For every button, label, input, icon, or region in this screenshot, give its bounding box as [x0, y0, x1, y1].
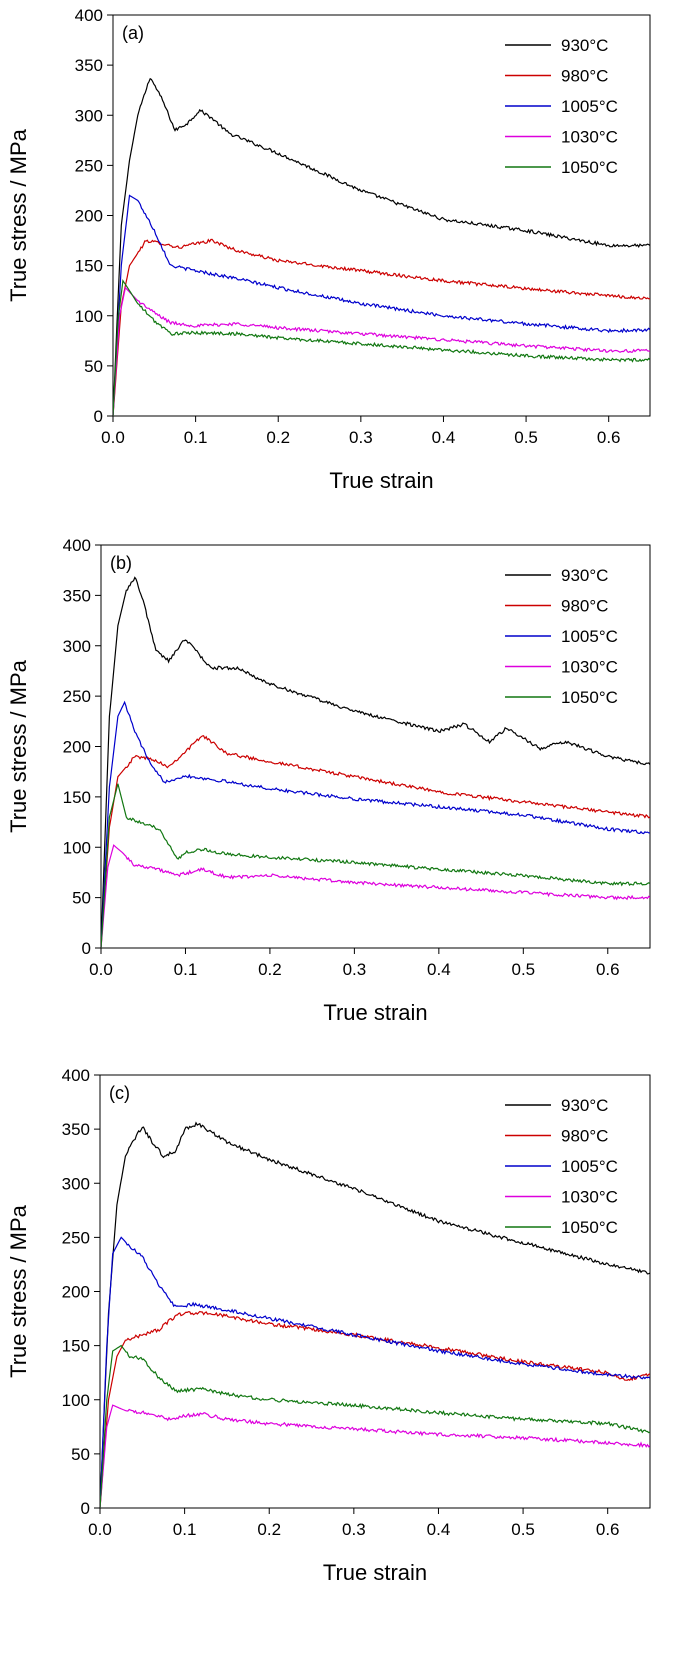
series-line-0	[101, 576, 650, 948]
legend-label: 980°C	[561, 1127, 608, 1146]
y-tick-label: 50	[72, 889, 91, 908]
x-tick-label: 0.6	[597, 428, 621, 447]
legend-label: 1005°C	[561, 1157, 618, 1176]
y-tick-label: 400	[62, 1066, 90, 1085]
series-line-4	[101, 783, 650, 948]
y-axis-label: True stress / MPa	[6, 128, 31, 302]
x-tick-label: 0.0	[89, 960, 113, 979]
y-tick-label: 200	[75, 207, 103, 226]
panel-label: (b)	[110, 553, 132, 573]
legend-label: 1050°C	[561, 1218, 618, 1237]
x-tick-label: 0.5	[511, 1520, 535, 1539]
y-tick-label: 350	[62, 1120, 90, 1139]
y-tick-label: 50	[71, 1445, 90, 1464]
x-tick-label: 0.4	[427, 1520, 451, 1539]
x-tick-label: 0.1	[173, 1520, 197, 1539]
x-axis-label: True strain	[323, 1000, 427, 1025]
x-tick-label: 0.2	[257, 1520, 281, 1539]
y-tick-label: 200	[63, 738, 91, 757]
x-tick-label: 0.3	[349, 428, 373, 447]
y-tick-label: 50	[84, 357, 103, 376]
y-tick-label: 400	[63, 536, 91, 555]
series-line-2	[101, 700, 650, 948]
y-tick-label: 300	[75, 106, 103, 125]
y-tick-label: 300	[63, 637, 91, 656]
y-tick-label: 100	[63, 838, 91, 857]
panel-label: (a)	[122, 23, 144, 43]
y-tick-label: 100	[75, 307, 103, 326]
y-tick-label: 150	[75, 257, 103, 276]
x-tick-label: 0.6	[596, 960, 620, 979]
series-line-4	[100, 1344, 650, 1508]
x-tick-label: 0.6	[596, 1520, 620, 1539]
x-axis-label: True strain	[329, 468, 433, 493]
series-line-1	[100, 1310, 650, 1508]
series-line-3	[113, 286, 650, 416]
legend-label: 930°C	[561, 36, 608, 55]
series-line-0	[100, 1121, 650, 1508]
series-line-2	[100, 1236, 650, 1508]
x-tick-label: 0.1	[174, 960, 198, 979]
legend-label: 1030°C	[561, 1188, 618, 1207]
y-tick-label: 200	[62, 1283, 90, 1302]
y-tick-label: 100	[62, 1391, 90, 1410]
y-axis-label: True stress / MPa	[6, 659, 31, 833]
y-tick-label: 0	[82, 939, 91, 958]
x-tick-label: 0.3	[342, 1520, 366, 1539]
chart-panel-1: 0 50 100 150 200 250 300 350 400 0.0 0.1 0.2 0.3 0.4 0…	[6, 536, 651, 1025]
legend-label: 930°C	[561, 566, 608, 585]
x-tick-label: 0.1	[184, 428, 208, 447]
series-line-1	[101, 735, 650, 948]
y-tick-label: 0	[94, 407, 103, 426]
y-tick-label: 250	[62, 1228, 90, 1247]
x-tick-label: 0.5	[511, 960, 535, 979]
legend-label: 1050°C	[561, 688, 618, 707]
y-tick-label: 350	[63, 586, 91, 605]
series-line-1	[113, 238, 650, 416]
legend-label: 980°C	[561, 597, 608, 616]
y-tick-label: 150	[63, 788, 91, 807]
x-tick-label: 0.2	[258, 960, 282, 979]
legend-label: 930°C	[561, 1096, 608, 1115]
y-tick-label: 400	[75, 6, 103, 25]
series-line-0	[113, 77, 650, 416]
panel-label: (c)	[109, 1083, 130, 1103]
y-tick-label: 300	[62, 1174, 90, 1193]
y-tick-label: 250	[63, 687, 91, 706]
legend-label: 1005°C	[561, 627, 618, 646]
x-tick-label: 0.3	[343, 960, 367, 979]
chart-panel-0: 0 50 100 150 200 250 300 350 400 0.0 0.1 0.2 0.3 0.4 0…	[6, 6, 651, 493]
y-tick-label: 150	[62, 1337, 90, 1356]
series-line-4	[113, 278, 650, 416]
y-tick-label: 0	[81, 1499, 90, 1518]
x-axis-label: True strain	[323, 1560, 427, 1585]
legend-label: 1030°C	[561, 128, 618, 147]
y-tick-label: 250	[75, 156, 103, 175]
legend-label: 980°C	[561, 67, 608, 86]
chart-panel-2: 0 50 100 150 200 250 300 350 400 0.0 0.1 0.2 0.3 0.4 0…	[6, 1066, 651, 1585]
x-tick-label: 0.2	[266, 428, 290, 447]
x-tick-label: 0.5	[514, 428, 538, 447]
x-tick-label: 0.0	[88, 1520, 112, 1539]
series-line-3	[101, 844, 650, 948]
series-line-2	[113, 194, 650, 416]
legend-label: 1050°C	[561, 158, 618, 177]
y-axis-label: True stress / MPa	[6, 1204, 31, 1378]
legend-label: 1005°C	[561, 97, 618, 116]
x-tick-label: 0.4	[432, 428, 456, 447]
legend-label: 1030°C	[561, 658, 618, 677]
x-tick-label: 0.4	[427, 960, 451, 979]
y-tick-label: 350	[75, 56, 103, 75]
series-line-3	[100, 1404, 650, 1508]
x-tick-label: 0.0	[101, 428, 125, 447]
